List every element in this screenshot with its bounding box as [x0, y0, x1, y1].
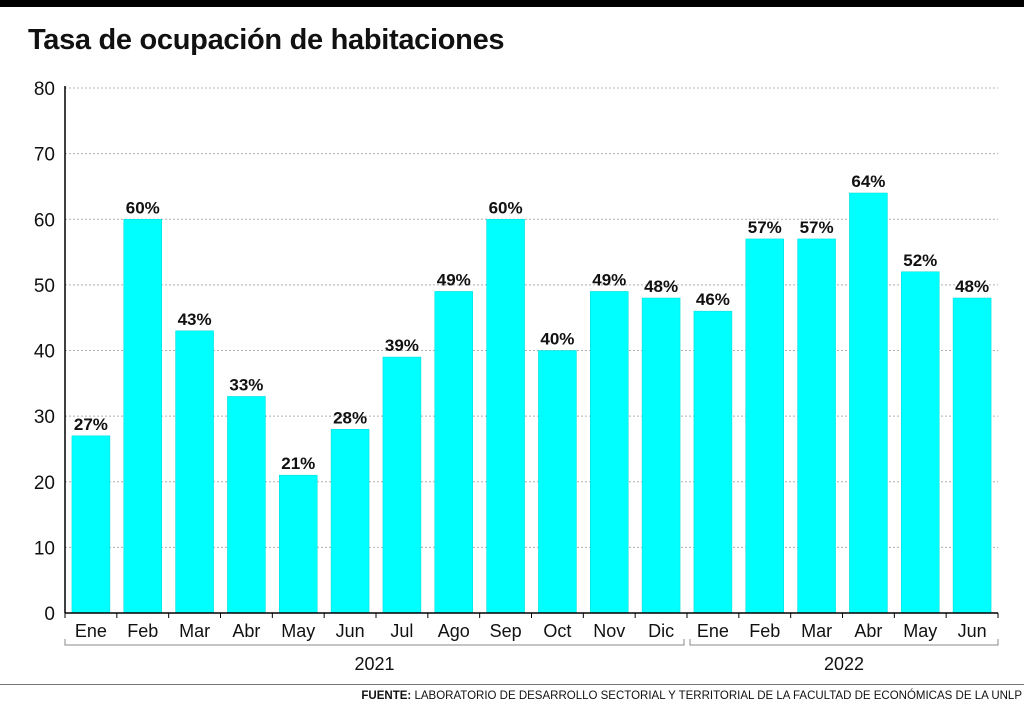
bar-value-label: 52% [903, 251, 937, 270]
y-tick-label: 70 [34, 145, 55, 166]
chart-title: Tasa de ocupación de habitaciones [28, 24, 505, 56]
year-group-bracket [689, 639, 999, 646]
bar-value-label: 28% [333, 408, 367, 427]
x-tick-label: Ago [438, 621, 470, 641]
bar-chart: 0 10 20 30 40 50 60 70 80 27% Ene 60% Feb 43% Mar 33% Ab… [34, 79, 999, 674]
bar-value-label: 27% [74, 415, 108, 434]
bar [590, 291, 629, 614]
y-tick-label: 40 [34, 342, 55, 363]
bar-value-label: 57% [748, 218, 782, 237]
y-tick-label: 80 [34, 79, 55, 100]
bar-value-label: 49% [592, 270, 626, 289]
bar [71, 435, 111, 614]
bar-value-label: 33% [229, 375, 263, 394]
x-tick-label: Ene [75, 621, 107, 641]
bar [175, 330, 214, 614]
x-tick-label: May [281, 621, 315, 641]
y-tick-label: 60 [34, 210, 55, 231]
bar [382, 356, 422, 614]
x-tick-label: Oct [543, 621, 571, 641]
top-rule [0, 0, 1024, 7]
bar-value-label: 43% [178, 310, 212, 329]
bar-value-label: 46% [696, 290, 730, 309]
x-tick-label: Feb [749, 621, 780, 641]
bar-value-label: 48% [644, 277, 678, 296]
year-group-label: 2022 [824, 654, 864, 674]
bar [952, 297, 992, 614]
x-tick-label: Nov [593, 621, 625, 641]
y-tick-label: 50 [34, 276, 55, 297]
bar [693, 310, 733, 614]
x-tick-label: Ene [697, 621, 729, 641]
source-note: FUENTE: LABORATORIO DE DESARROLLO SECTOR… [361, 690, 1022, 702]
bar [538, 350, 577, 614]
x-tick-label: Feb [127, 621, 158, 641]
bar [849, 192, 888, 614]
y-tick-label: 0 [44, 604, 55, 625]
year-group-bracket [64, 639, 685, 646]
x-tick-label: May [903, 621, 937, 641]
bar [227, 396, 266, 614]
source-label: FUENTE: [361, 690, 412, 702]
bar-value-label: 40% [540, 330, 574, 349]
y-tick-label: 30 [34, 407, 55, 428]
bar [641, 297, 681, 614]
bar-value-label: 49% [437, 270, 471, 289]
bar [279, 474, 318, 614]
x-tick-label: Dic [648, 621, 674, 641]
x-tick-label: Jun [336, 621, 365, 641]
bar [330, 429, 370, 614]
bar-value-label: 60% [489, 198, 523, 217]
x-tick-label: Mar [801, 621, 832, 641]
y-tick-label: 10 [34, 538, 55, 559]
x-tick-label: Abr [854, 621, 882, 641]
bar [486, 219, 525, 614]
bar [797, 238, 836, 614]
y-tick-label: 20 [34, 473, 55, 494]
bar [434, 291, 473, 614]
x-tick-label: Jun [958, 621, 987, 641]
x-tick-label: Sep [490, 621, 522, 641]
bar-value-label: 57% [800, 218, 834, 237]
bar [123, 219, 162, 614]
bar-value-label: 60% [126, 198, 160, 217]
bar [901, 271, 940, 614]
bar-value-label: 21% [281, 454, 315, 473]
x-tick-label: Jul [390, 621, 413, 641]
bar-value-label: 48% [955, 277, 989, 296]
footer-rule [0, 684, 1024, 685]
bar-value-label: 64% [851, 172, 885, 191]
x-tick-label: Abr [232, 621, 260, 641]
x-tick-label: Mar [179, 621, 210, 641]
bar [745, 238, 784, 614]
year-group-label: 2021 [354, 654, 394, 674]
source-text: LABORATORIO DE DESARROLLO SECTORIAL Y TE… [414, 690, 1022, 702]
bar-value-label: 39% [385, 336, 419, 355]
